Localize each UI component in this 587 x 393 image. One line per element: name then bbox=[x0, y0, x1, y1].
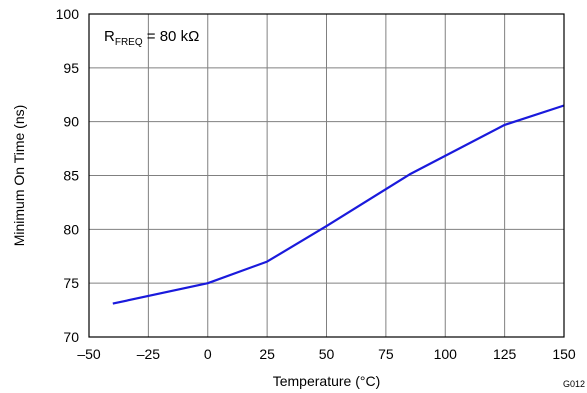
x-tick-label: 125 bbox=[493, 346, 517, 362]
y-tick-label: 95 bbox=[63, 60, 79, 76]
series-line-0 bbox=[112, 104, 565, 305]
annotation-subscript: FREQ bbox=[115, 37, 143, 48]
x-tick-label: 150 bbox=[552, 346, 576, 362]
y-tick-label: 90 bbox=[63, 114, 79, 130]
x-tick-label: 25 bbox=[259, 346, 275, 362]
figure-code: G012 bbox=[563, 379, 585, 389]
y-tick-label: 70 bbox=[63, 329, 79, 345]
y-axis-label: Minimum On Time (ns) bbox=[11, 105, 27, 247]
y-tick-labels: 70 75 80 85 90 95 100 bbox=[56, 6, 80, 345]
annotation-suffix: = 80 kΩ bbox=[143, 28, 200, 45]
annotation-rfreq: RFREQ = 80 kΩ bbox=[104, 28, 199, 48]
x-axis-label: Temperature (°C) bbox=[273, 373, 381, 389]
y-tick-label: 75 bbox=[63, 275, 79, 291]
x-tick-labels: –50 –25 0 25 50 75 100 125 150 bbox=[77, 346, 576, 362]
grid bbox=[88, 13, 565, 338]
plot-frame bbox=[88, 13, 565, 338]
y-tick-label: 100 bbox=[56, 6, 80, 22]
series-layer bbox=[112, 104, 565, 305]
x-tick-label: 100 bbox=[434, 346, 458, 362]
x-tick-label: 50 bbox=[319, 346, 335, 362]
annotation-prefix: R bbox=[104, 28, 115, 45]
y-tick-label: 80 bbox=[63, 221, 79, 237]
y-tick-label: 85 bbox=[63, 168, 79, 184]
x-tick-label: 0 bbox=[204, 346, 212, 362]
x-tick-label: –25 bbox=[137, 346, 161, 362]
x-tick-label: –50 bbox=[77, 346, 101, 362]
x-tick-label: 75 bbox=[378, 346, 394, 362]
